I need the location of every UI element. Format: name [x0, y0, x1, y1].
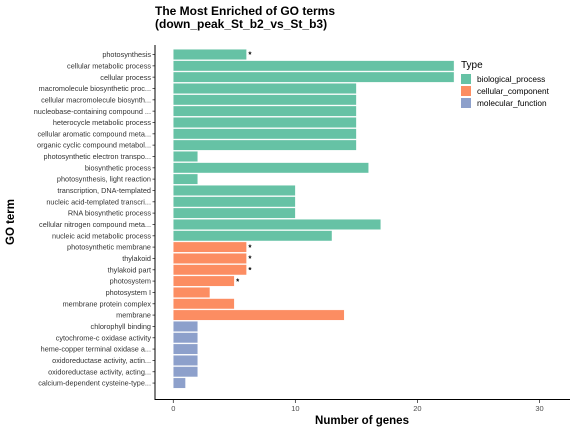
category-label-27: oxidoreductase activity, actin...	[52, 356, 151, 365]
legend-swatch-2	[461, 98, 471, 108]
category-label-14: RNA biosynthetic process	[68, 209, 151, 218]
legend-label-0: biological_process	[477, 74, 545, 84]
category-label-26: heme-copper terminal oxidase a...	[41, 345, 151, 354]
bar-26	[173, 343, 198, 355]
bar-27	[173, 355, 198, 366]
category-label-1: cellular metabolic process	[67, 61, 151, 70]
bar-9	[173, 151, 198, 162]
bar-18	[173, 253, 247, 264]
x-tick-label-2: 20	[413, 404, 421, 413]
bar-2	[173, 71, 455, 83]
bar-4	[173, 94, 357, 106]
category-label-17: photosynthetic membrane	[67, 243, 151, 252]
bar-13	[173, 196, 296, 208]
category-label-11: photosynthesis, light reaction	[57, 175, 151, 184]
legend: Type biological_process cellular_componen…	[461, 60, 550, 108]
category-label-5: nucleobase-containing compound ...	[34, 107, 151, 116]
legend-swatch-1	[461, 86, 471, 96]
category-label-12: transcription, DNA-templated	[57, 186, 151, 195]
bar-5	[173, 105, 357, 117]
legend-swatch-0	[461, 74, 471, 84]
significance-star-19: *	[248, 266, 252, 275]
bar-1	[173, 60, 455, 72]
bar-15	[173, 219, 382, 230]
bar-16	[173, 230, 333, 242]
plot-area: photosynthesis * cellular metabolic proces…	[34, 49, 455, 389]
category-label-13: nucleic acid-templated transcri...	[46, 197, 151, 206]
category-label-0: photosynthesis	[102, 50, 151, 59]
bar-28	[173, 366, 198, 378]
x-tick-label-0: 0	[171, 404, 175, 413]
bar-23	[173, 309, 345, 321]
category-label-25: cytochrome-c oxidase activity	[56, 333, 152, 342]
bar-8	[173, 139, 357, 151]
chart-title-line-2: (down_peak_St_b2_vs_St_b3)	[155, 17, 327, 31]
category-label-19: thylakoid part	[108, 265, 151, 274]
bar-6	[173, 117, 357, 128]
significance-star-20: *	[236, 277, 240, 286]
category-label-21: photosystem I	[106, 288, 151, 297]
legend-title: Type	[461, 60, 483, 71]
bar-11	[173, 173, 198, 185]
category-label-16: nucleic acid metabolic process	[52, 231, 151, 240]
bar-0	[173, 49, 247, 60]
category-label-9: photosynthetic electron transpo...	[44, 152, 152, 161]
category-label-8: organic cyclic compound metabol...	[37, 141, 151, 150]
category-label-28: oxidoreductase activity, acting...	[48, 367, 151, 376]
bar-25	[173, 332, 198, 344]
bar-12	[173, 185, 296, 196]
bar-22	[173, 298, 235, 310]
category-label-4: cellular macromolecule biosynth...	[41, 95, 151, 104]
significance-star-17: *	[248, 243, 252, 252]
x-tick-label-3: 30	[535, 404, 543, 413]
category-label-15: cellular nitrogen compound meta...	[39, 220, 151, 229]
category-label-10: biosynthetic process	[85, 163, 151, 172]
category-label-7: cellular aromatic compound meta...	[37, 129, 151, 138]
x-axis-title: Number of genes	[315, 415, 409, 427]
bar-20	[173, 275, 235, 287]
x-axis-ticks: 0 10 20 30	[171, 400, 544, 413]
bar-19	[173, 264, 247, 276]
x-tick-label-1: 10	[291, 404, 299, 413]
bar-29	[173, 377, 186, 389]
bar-21	[173, 287, 211, 298]
category-label-22: membrane protein complex	[63, 299, 152, 308]
category-label-2: cellular process	[100, 73, 151, 82]
category-label-29: calcium-dependent cysteine-type...	[38, 379, 151, 388]
legend-label-1: cellular_component	[477, 86, 550, 96]
bar-14	[173, 207, 296, 219]
significance-star-0: *	[248, 51, 252, 60]
chart-title-line-1: The Most Enriched of GO terms	[155, 4, 335, 18]
category-label-18: thylakoid	[122, 254, 151, 263]
y-axis-title: GO term	[5, 199, 17, 245]
category-label-20: photosystem	[110, 277, 151, 286]
bar-24	[173, 321, 198, 332]
bar-7	[173, 128, 357, 140]
category-label-6: heterocycle metabolic process	[53, 118, 151, 127]
legend-label-2: molecular_function	[477, 98, 547, 108]
bar-10	[173, 162, 369, 174]
bar-17	[173, 241, 247, 253]
category-label-23: membrane	[116, 311, 151, 320]
significance-star-18: *	[248, 255, 252, 264]
category-label-3: macromolecule biosynthetic proc...	[39, 84, 151, 93]
category-label-24: chlorophyll binding	[91, 322, 151, 331]
bar-3	[173, 83, 357, 94]
